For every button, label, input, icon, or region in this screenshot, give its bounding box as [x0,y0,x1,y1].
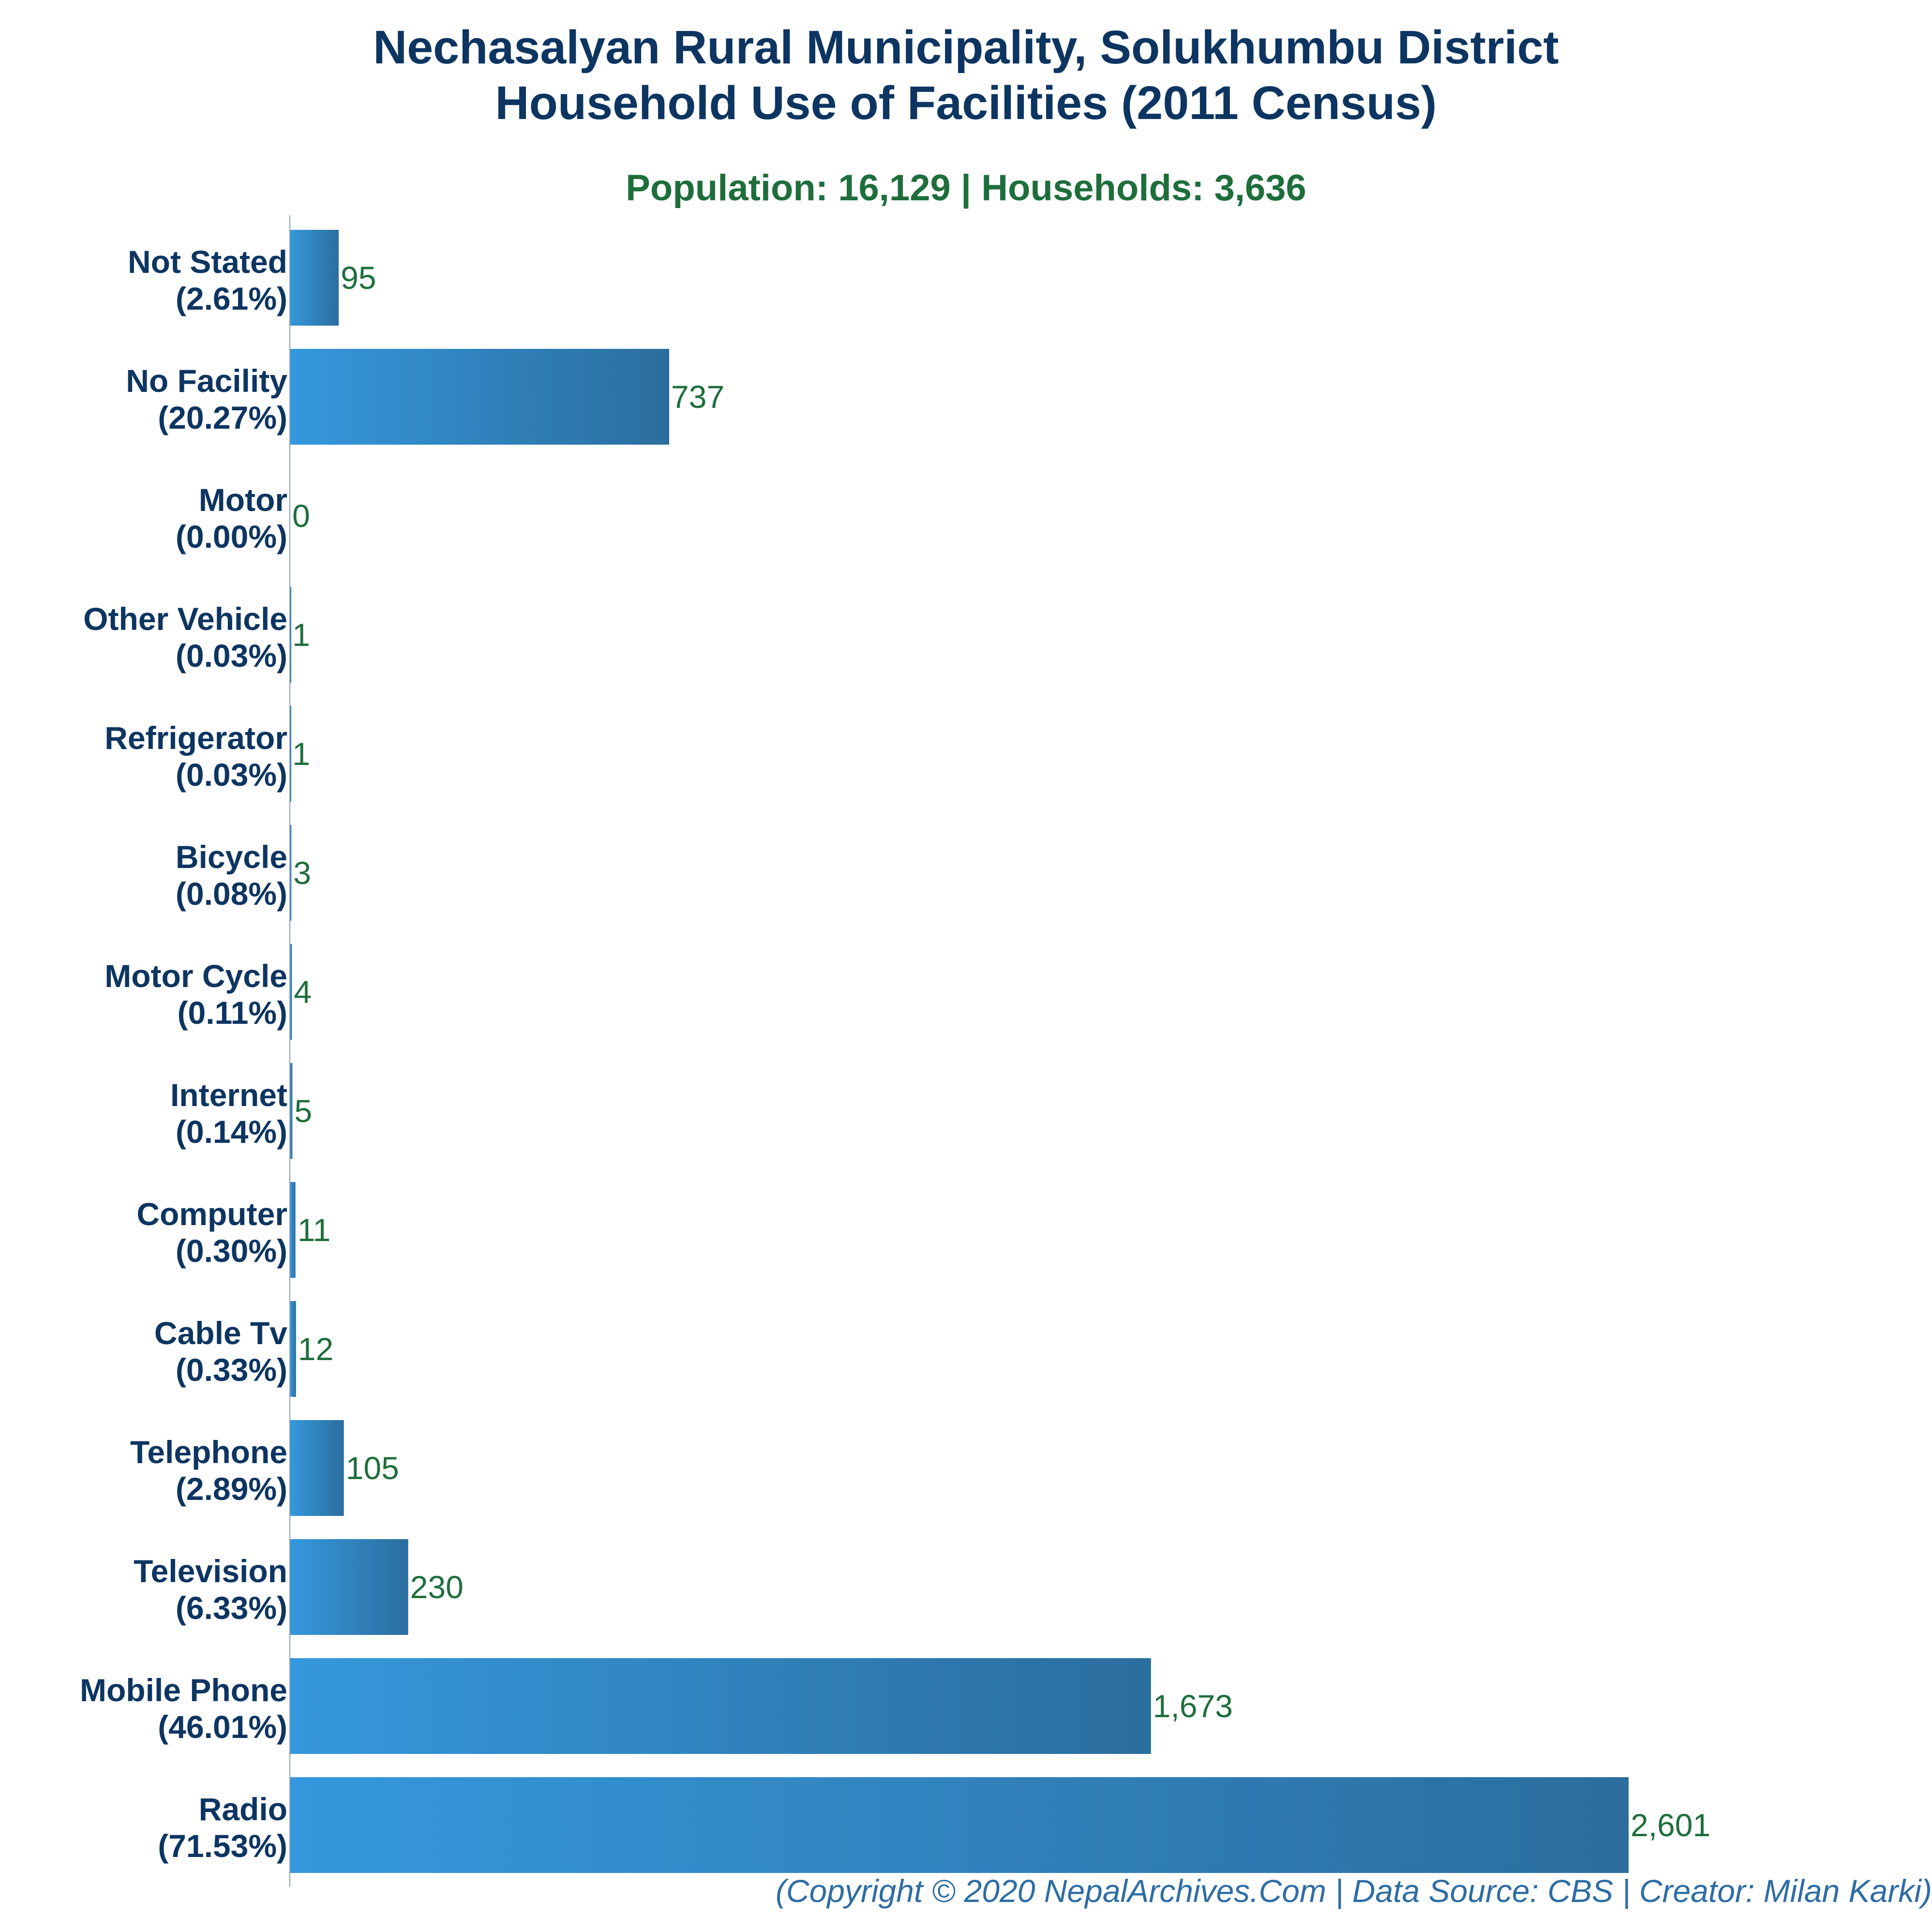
category-label-motor: Motor (0.00%) [176,482,287,554]
category-percent: (0.00%) [176,519,287,554]
value-label-motor: 0 [292,498,310,534]
category-label-cable-tv: Cable Tv (0.33%) [154,1315,287,1388]
bar-motor-cycle [290,944,292,1040]
category-label-mobile-phone: Mobile Phone (46.01%) [80,1672,287,1745]
chart-subtitle: Population: 16,129 | Households: 3,636 [626,167,1306,209]
category-percent: (0.03%) [176,638,287,674]
value-label-motor-cycle: 4 [294,974,312,1010]
category-label-computer: Computer (0.30%) [136,1196,287,1269]
category-name: Other Vehicle [83,601,287,637]
category-percent: (0.11%) [178,995,287,1031]
bar-other-vehicle [290,587,291,683]
value-label-other-vehicle: 1 [292,617,310,653]
category-name: Mobile Phone [80,1672,287,1708]
category-label-no-facility: No Facility (20.27%) [126,363,287,435]
footer-credit: (Copyright © 2020 NepalArchives.Com | Da… [775,1873,1932,1909]
value-label-not-stated: 95 [341,260,376,296]
category-name: Cable Tv [154,1315,287,1351]
chart-title-line-1: Nechasalyan Rural Municipality, Solukhum… [373,21,1559,74]
category-name: Internet [170,1077,287,1113]
category-name: Not Stated [128,244,287,280]
bar-computer [290,1182,296,1278]
category-name: Computer [136,1196,287,1232]
category-name: Radio [199,1791,287,1827]
category-percent: (46.01%) [158,1709,287,1745]
category-percent: (0.33%) [176,1352,287,1388]
bar-mobile-phone [290,1658,1151,1754]
bar-not-stated [290,230,339,326]
category-name: No Facility [126,363,287,399]
bar-group: Not Stated (2.61%) 95 No Facility (20.27%) 73… [80,230,1710,1873]
category-percent: (20.27%) [158,400,287,435]
value-label-television: 230 [410,1569,464,1605]
category-name: Motor [199,482,287,518]
category-label-other-vehicle: Other Vehicle (0.03%) [83,601,287,674]
category-name: Television [134,1553,287,1589]
category-name: Refrigerator [105,720,287,756]
category-name: Bicycle [176,839,287,875]
category-name: Motor Cycle [105,958,287,994]
bar-television [290,1539,408,1635]
value-label-refrigerator: 1 [292,736,310,772]
category-label-refrigerator: Refrigerator (0.03%) [105,720,287,793]
value-label-mobile-phone: 1,673 [1153,1688,1233,1724]
category-label-not-stated: Not Stated (2.61%) [128,244,287,316]
value-label-bicycle: 3 [293,855,311,891]
category-percent: (71.53%) [158,1828,287,1864]
category-percent: (2.89%) [176,1471,287,1507]
bar-internet [290,1063,293,1159]
category-percent: (2.61%) [176,281,287,316]
bar-no-facility [290,349,670,445]
value-label-telephone: 105 [346,1450,399,1486]
category-percent: (0.03%) [176,757,287,793]
chart-title-line-2: Household Use of Facilities (2011 Census… [495,76,1437,129]
category-label-telephone: Telephone (2.89%) [130,1434,287,1507]
category-name: Telephone [130,1434,287,1470]
category-percent: (0.14%) [176,1114,287,1150]
category-percent: (0.30%) [176,1233,287,1269]
value-label-radio: 2,601 [1631,1807,1710,1843]
category-label-motor-cycle: Motor Cycle (0.11%) [105,958,287,1031]
chart-title: Nechasalyan Rural Municipality, Solukhum… [0,19,1932,131]
category-percent: (0.08%) [176,876,287,912]
bar-refrigerator [290,706,291,802]
category-label-internet: Internet (0.14%) [170,1077,287,1150]
value-label-no-facility: 737 [671,379,724,415]
category-label-television: Television (6.33%) [134,1553,287,1626]
value-label-internet: 5 [294,1093,312,1129]
bar-bicycle [290,825,292,921]
bar-radio [290,1777,1629,1873]
value-label-cable-tv: 12 [298,1331,333,1367]
category-label-bicycle: Bicycle (0.08%) [176,839,287,912]
bar-cable-tv [290,1301,296,1397]
category-label-radio: Radio (71.53%) [158,1791,287,1864]
value-label-computer: 11 [298,1212,331,1248]
category-percent: (6.33%) [176,1590,287,1626]
bar-telephone [290,1420,344,1516]
